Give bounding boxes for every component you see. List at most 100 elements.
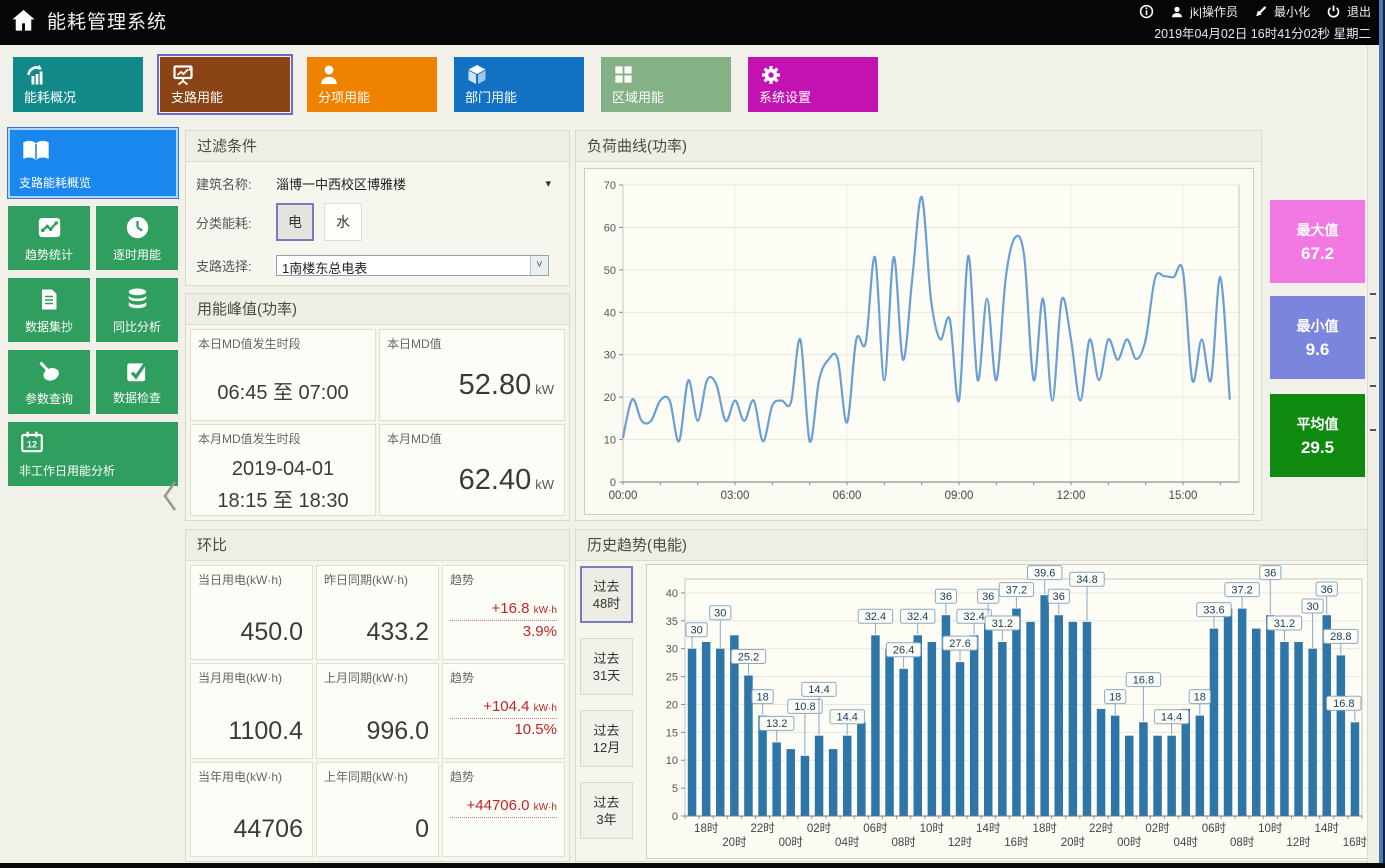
svg-text:30: 30 bbox=[604, 350, 616, 362]
svg-text:16时: 16时 bbox=[1004, 836, 1029, 849]
topbar: 能耗管理系统 jk|操作员 最小化 退出 2019年04月02日 16时41分0… bbox=[0, 0, 1385, 45]
svg-text:18: 18 bbox=[756, 691, 768, 703]
app-title: 能耗管理系统 bbox=[47, 12, 168, 33]
minimize-icon[interactable] bbox=[1254, 5, 1268, 19]
peak-md-value: 62.40 kW bbox=[458, 464, 554, 496]
sidebar-item-label: 参数查询 bbox=[24, 391, 73, 406]
magnifier-icon bbox=[36, 358, 63, 385]
usage-value: 1100.4 bbox=[228, 716, 303, 745]
load-curve-chart: 0 10 20 30 40 50 60 70 00:00 03:00 06:00 09:00 12:00… bbox=[584, 168, 1254, 515]
stat-box-min: 最小值 9.6 bbox=[1270, 296, 1365, 379]
sidebar-item-hourly-energy[interactable]: 逐时用能 bbox=[96, 206, 178, 270]
trend-cell: 趋势 +16.8 kW·h 3.9% bbox=[442, 565, 565, 661]
person-icon bbox=[318, 63, 426, 89]
svg-text:0: 0 bbox=[610, 477, 616, 489]
tab-past-12m[interactable]: 过去 12月 bbox=[580, 710, 633, 767]
stat-value: 9.6 bbox=[1305, 339, 1330, 359]
peak-cell-label: 本日MD值发生时段 bbox=[198, 337, 301, 351]
svg-text:06:00: 06:00 bbox=[833, 490, 862, 502]
svg-text:31.2: 31.2 bbox=[992, 618, 1013, 630]
logout-label[interactable]: 退出 bbox=[1346, 5, 1371, 19]
energy-type-buttons: 电水 bbox=[276, 203, 372, 241]
building-select[interactable]: 淄博一中西校区博雅楼 bbox=[276, 177, 407, 192]
svg-text:08时: 08时 bbox=[1230, 836, 1255, 849]
minimize-label[interactable]: 最小化 bbox=[1273, 5, 1310, 19]
nav-tile-label: 系统设置 bbox=[759, 90, 812, 105]
stat-value: 29.5 bbox=[1300, 437, 1335, 457]
usage-cell: 当年用电(kW·h) 44706 bbox=[190, 761, 313, 857]
power-icon[interactable] bbox=[1326, 4, 1341, 19]
svg-text:08时: 08时 bbox=[891, 836, 916, 849]
svg-text:36: 36 bbox=[940, 591, 952, 603]
usage-cell: 上月同期(kW·h) 996.0 bbox=[316, 663, 439, 759]
sidebar-item-yoy-analysis[interactable]: 同比分析 bbox=[96, 278, 178, 342]
book-icon bbox=[18, 135, 168, 167]
sidebar-item-nonworkday-analysis[interactable]: 12 非工作日用能分析 bbox=[8, 422, 178, 486]
clock-icon bbox=[124, 214, 151, 241]
svg-text:39.6: 39.6 bbox=[1034, 567, 1055, 579]
svg-text:30: 30 bbox=[690, 625, 702, 637]
svg-text:40: 40 bbox=[666, 588, 678, 600]
branch-row: 支路选择: 1南楼东总电表 ˅ bbox=[196, 255, 559, 276]
svg-text:12: 12 bbox=[27, 439, 37, 449]
svg-text:14时: 14时 bbox=[1315, 822, 1340, 835]
tab-past-31d[interactable]: 过去 31天 bbox=[580, 638, 633, 695]
svg-text:36: 36 bbox=[982, 591, 994, 603]
svg-text:33.6: 33.6 bbox=[1203, 604, 1224, 616]
tab-past-3y[interactable]: 过去 3年 bbox=[580, 782, 633, 839]
scrollbar[interactable] bbox=[1367, 45, 1378, 863]
stat-box-avg: 平均值 29.5 bbox=[1270, 394, 1365, 477]
svg-text:18: 18 bbox=[1109, 691, 1121, 703]
filter-panel-title: 过滤条件 bbox=[186, 131, 569, 162]
nav-tile-system-settings[interactable]: 系统设置 bbox=[748, 57, 878, 112]
energy-type-button-电[interactable]: 电 bbox=[276, 203, 314, 241]
svg-text:5: 5 bbox=[672, 783, 678, 795]
doc-icon bbox=[37, 286, 61, 313]
svg-text:15: 15 bbox=[666, 727, 678, 739]
collapse-sidebar-button[interactable] bbox=[160, 476, 184, 516]
svg-text:18时: 18时 bbox=[1033, 822, 1058, 835]
nav-tile-branch-energy[interactable]: 支路用能 bbox=[157, 54, 293, 115]
stat-label: 最小值 bbox=[1296, 317, 1339, 334]
svg-text:30: 30 bbox=[714, 608, 726, 620]
sidebar-item-label: 支路能耗概览 bbox=[19, 176, 92, 190]
stat-box-max: 最大值 67.2 bbox=[1270, 200, 1365, 283]
svg-text:04时: 04时 bbox=[835, 836, 860, 849]
tab-past-48h[interactable]: 过去 48时 bbox=[580, 566, 633, 623]
branch-select[interactable]: 1南楼东总电表 ˅ bbox=[276, 255, 549, 276]
chevron-down-icon[interactable]: ▾ bbox=[545, 178, 551, 190]
svg-text:10.8: 10.8 bbox=[794, 701, 815, 713]
svg-text:18: 18 bbox=[1194, 691, 1206, 703]
nav-tile-label: 部门用能 bbox=[465, 90, 518, 105]
svg-text:16时: 16时 bbox=[1343, 836, 1368, 849]
peak-grid: 本日MD值发生时段 06:45 至 07:00 本日MD值 52.80 kW 本月MD值发… bbox=[190, 329, 565, 516]
building-row: 建筑名称: 淄博一中西校区博雅楼 ▾ bbox=[196, 174, 559, 193]
nav-tile-subitem-energy[interactable]: 分项用能 bbox=[307, 57, 437, 112]
svg-text:20时: 20时 bbox=[1061, 836, 1086, 849]
home-icon[interactable] bbox=[10, 7, 37, 34]
info-icon[interactable] bbox=[1139, 4, 1154, 19]
username[interactable]: jk|操作员 bbox=[1190, 5, 1238, 19]
energy-type-row: 分类能耗: 电水 bbox=[196, 197, 559, 247]
energy-type-button-水[interactable]: 水 bbox=[324, 203, 362, 241]
window-border bbox=[0, 863, 1385, 868]
svg-text:36: 36 bbox=[1321, 584, 1333, 596]
sidebar-item-trend-stats[interactable]: 趋势统计 bbox=[8, 206, 90, 270]
history-trend-panel: 历史趋势(电能) 过去 48时 过去 31天 过去 12月 过去 3年 0 5 10 15 20 25 3… bbox=[575, 529, 1375, 862]
nav-tile-department-energy[interactable]: 部门用能 bbox=[454, 57, 584, 112]
svg-text:14时: 14时 bbox=[976, 822, 1001, 835]
sidebar-item-data-collection[interactable]: 数据集抄 bbox=[8, 278, 90, 342]
peak-time-value: 06:45 至 07:00 bbox=[217, 381, 349, 404]
sidebar-item-label: 非工作日用能分析 bbox=[19, 464, 116, 478]
nav-tile-area-energy[interactable]: 区域用能 bbox=[601, 57, 731, 112]
svg-text:22时: 22时 bbox=[1089, 822, 1114, 835]
chevron-down-icon[interactable]: ˅ bbox=[530, 256, 548, 275]
nav-tile-energy-overview[interactable]: 能耗概况 bbox=[13, 57, 143, 112]
nav-tile-label: 分项用能 bbox=[318, 90, 371, 105]
sidebar-item-data-check[interactable]: 数据检查 bbox=[96, 350, 178, 414]
load-curve-panel-title: 负荷曲线(功率) bbox=[576, 131, 1261, 162]
sidebar-item-branch-overview[interactable]: 支路能耗概览 bbox=[7, 127, 179, 199]
sidebar-item-param-query[interactable]: 参数查询 bbox=[8, 350, 90, 414]
peak-cell: 本日MD值 52.80 kW bbox=[379, 329, 565, 421]
